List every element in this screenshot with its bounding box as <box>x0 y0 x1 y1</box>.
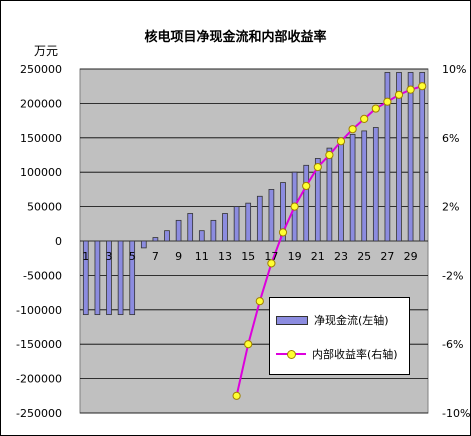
x-tick-label: 15 <box>241 250 255 263</box>
x-tick-label: 19 <box>288 250 302 263</box>
x-tick-label: 29 <box>404 250 418 263</box>
legend-label-irr: 内部收益率(右轴) <box>312 348 398 361</box>
right-tick-label: -6% <box>442 338 463 351</box>
chart-title: 核电项目净现金流和内部收益率 <box>144 30 327 45</box>
cashflow-bar <box>245 202 252 242</box>
x-tick-label: 23 <box>334 250 348 263</box>
irr-marker <box>267 259 276 268</box>
cashflow-bar <box>129 240 136 316</box>
left-tick-label: -100000 <box>16 304 62 317</box>
irr-line <box>232 82 427 400</box>
legend-bar-swatch <box>276 315 308 325</box>
irr-marker <box>255 297 264 306</box>
left-tick-label: 100000 <box>20 166 62 179</box>
legend-line-swatch <box>276 349 306 359</box>
x-tick-label: 5 <box>129 250 136 263</box>
left-tick-label: 200000 <box>20 97 62 110</box>
cashflow-bar <box>326 147 333 242</box>
irr-marker <box>360 114 369 123</box>
left-tick-label: 150000 <box>20 132 62 145</box>
cashflow-bar <box>338 140 344 242</box>
cashflow-bar <box>140 240 147 249</box>
irr-marker <box>290 202 299 211</box>
cashflow-bar <box>117 240 124 316</box>
cashflow-bar <box>152 237 159 242</box>
cashflow-bar <box>303 164 310 242</box>
x-axis-ticks: 1 3 5 7 9 11 13 15 17 19 21 23 25 27 29 <box>82 250 417 263</box>
cashflow-bar <box>372 127 379 242</box>
cashflow-bar <box>384 72 391 242</box>
left-tick-label: 50000 <box>27 201 62 214</box>
cashflow-bar <box>349 133 356 242</box>
x-tick-label: 3 <box>106 250 113 263</box>
left-axis-unit: 万元 <box>34 44 59 58</box>
irr-marker <box>325 150 334 160</box>
cashflow-bar <box>187 213 194 242</box>
cashflow-bar <box>233 206 240 242</box>
cashflow-bar <box>210 219 217 242</box>
cashflow-bar <box>314 158 321 242</box>
irr-marker <box>348 125 357 134</box>
irr-marker <box>313 162 322 172</box>
cashflow-bar <box>280 182 286 242</box>
x-tick-label: 11 <box>195 250 209 263</box>
left-tick-label: -250000 <box>16 407 62 420</box>
irr-marker <box>302 181 311 191</box>
gridlines <box>80 68 428 414</box>
irr-marker <box>383 97 392 106</box>
cashflow-bar <box>82 240 89 316</box>
legend-item-irr: 内部收益率(右轴) <box>276 346 398 362</box>
cashflow-bar <box>407 72 414 242</box>
right-tick-label: -10% <box>442 407 470 420</box>
left-axis-ticks: 250000 200000 150000 100000 50000 0 -50000 -100… <box>16 63 62 420</box>
cashflow-bar <box>256 195 263 242</box>
legend-label-cashflow: 净现金流(左轴) <box>314 314 389 327</box>
irr-marker <box>244 340 253 349</box>
right-axis-ticks: 10% 6% 2% -2% -6% -10% <box>442 63 470 420</box>
right-tick-label: 6% <box>442 132 459 145</box>
cashflow-bars <box>82 72 426 316</box>
right-tick-label: -2% <box>442 269 463 282</box>
cashflow-bar <box>222 213 228 242</box>
x-tick-label: 21 <box>311 250 325 263</box>
irr-marker <box>232 391 241 400</box>
x-tick-label: 13 <box>218 250 232 263</box>
x-tick-label: 25 <box>357 250 371 263</box>
irr-marker <box>336 137 346 146</box>
x-tick-label: 17 <box>264 250 278 263</box>
x-tick-label: 9 <box>175 250 182 263</box>
left-tick-label: -50000 <box>23 269 62 282</box>
left-tick-label: 0 <box>55 235 62 248</box>
x-tick-label: 1 <box>82 250 89 263</box>
cashflow-bar <box>198 230 205 242</box>
left-tick-label: -150000 <box>16 338 62 351</box>
x-tick-label: 27 <box>380 250 394 263</box>
irr-marker <box>394 90 404 99</box>
left-tick-label: 250000 <box>20 63 62 76</box>
legend-item-cashflow: 净现金流(左轴) <box>276 312 389 328</box>
irr-marker <box>278 228 288 237</box>
cashflow-bar <box>94 240 101 316</box>
right-tick-label: 10% <box>442 63 466 76</box>
cashflow-bar <box>396 72 402 242</box>
right-tick-label: 2% <box>442 201 459 214</box>
left-tick-label: -200000 <box>16 373 62 386</box>
cashflow-bar <box>164 230 170 242</box>
cashflow-bar <box>268 188 275 242</box>
irr-marker <box>418 82 427 91</box>
irr-marker <box>406 85 415 94</box>
cashflow-bar <box>106 240 112 316</box>
cashflow-bar <box>361 130 368 242</box>
cashflow-bar <box>175 219 182 242</box>
x-tick-label: 7 <box>152 250 159 263</box>
legend: 净现金流(左轴) 内部收益率(右轴) <box>269 297 410 375</box>
irr-marker <box>371 104 380 113</box>
cashflow-bar <box>419 72 426 242</box>
